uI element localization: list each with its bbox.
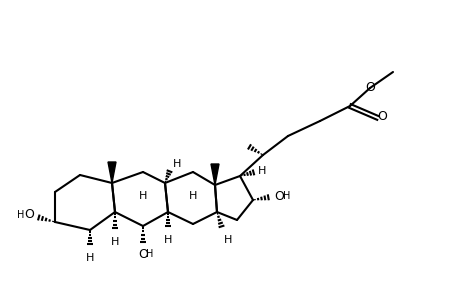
- Text: O: O: [376, 110, 386, 122]
- Text: H: H: [188, 191, 197, 201]
- Text: H: H: [111, 237, 119, 247]
- Text: H: H: [17, 210, 25, 220]
- Text: H: H: [139, 191, 147, 201]
- Text: H: H: [173, 159, 181, 169]
- Text: O: O: [138, 248, 148, 260]
- Text: H: H: [283, 191, 290, 201]
- Text: H: H: [163, 235, 172, 245]
- Text: O: O: [24, 208, 34, 221]
- Text: O: O: [364, 80, 374, 94]
- Text: H: H: [146, 249, 153, 259]
- Polygon shape: [108, 162, 116, 183]
- Text: H: H: [224, 235, 232, 245]
- Text: H: H: [257, 166, 266, 176]
- Polygon shape: [211, 164, 218, 185]
- Text: O: O: [274, 190, 283, 202]
- Text: H: H: [86, 253, 94, 263]
